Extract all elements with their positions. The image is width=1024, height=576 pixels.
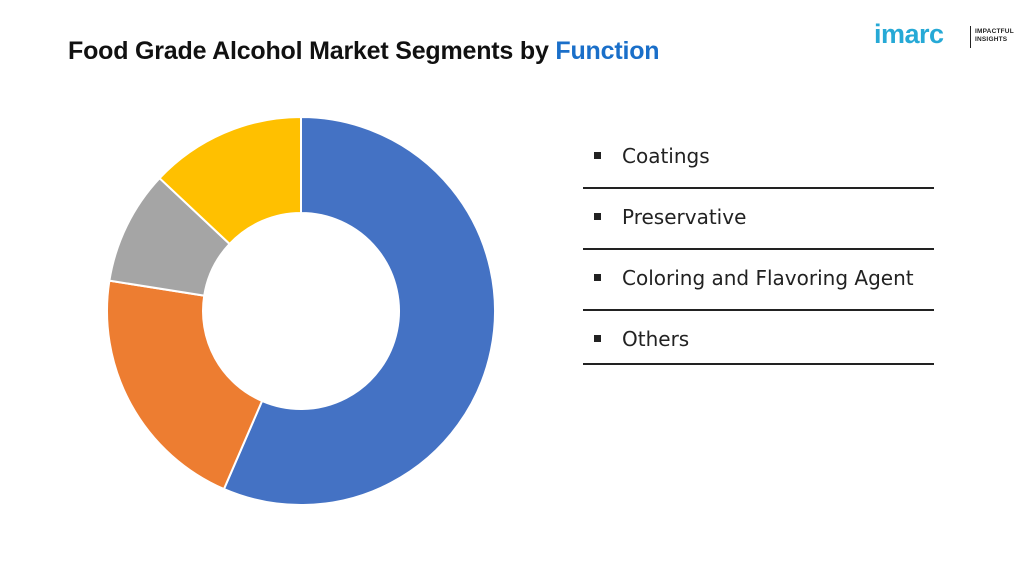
legend-bullet-icon [594, 274, 601, 281]
legend-label: Preservative [622, 205, 747, 229]
legend-bullet-icon [594, 335, 601, 342]
legend-item: Coloring and Flavoring Agent [583, 250, 934, 311]
page-title: Food Grade Alcohol Market Segments by Fu… [68, 37, 660, 66]
legend-label: Others [622, 327, 690, 351]
legend-label: Coatings [622, 144, 710, 168]
imarc-logo: imarc IMPACTFUL INSIGHTS [874, 14, 1014, 54]
logo-tagline-line1: IMPACTFUL [975, 28, 1014, 35]
logo-tagline: IMPACTFUL INSIGHTS [975, 28, 1014, 44]
legend-item: Preservative [583, 189, 934, 250]
donut-slice-others [222, 115, 496, 506]
title-accent: Function [555, 37, 660, 65]
legend-item: Others [583, 311, 934, 365]
legend-label: Coloring and Flavoring Agent [622, 266, 914, 290]
legend-bullet-icon [594, 213, 601, 220]
title-prefix: Food Grade Alcohol Market Segments by [68, 37, 556, 65]
donut-slice-coloring-and-flavoring-agent [158, 115, 302, 246]
logo-divider [970, 26, 971, 48]
donut-slice-coatings [106, 279, 264, 491]
logo-wordmark: imarc [874, 19, 944, 49]
legend-bullet-icon [594, 152, 601, 159]
legend-item: Coatings [583, 128, 934, 189]
chart-legend: Coatings Preservative Coloring and Flavo… [583, 128, 934, 365]
logo-tagline-line2: INSIGHTS [975, 36, 1008, 43]
